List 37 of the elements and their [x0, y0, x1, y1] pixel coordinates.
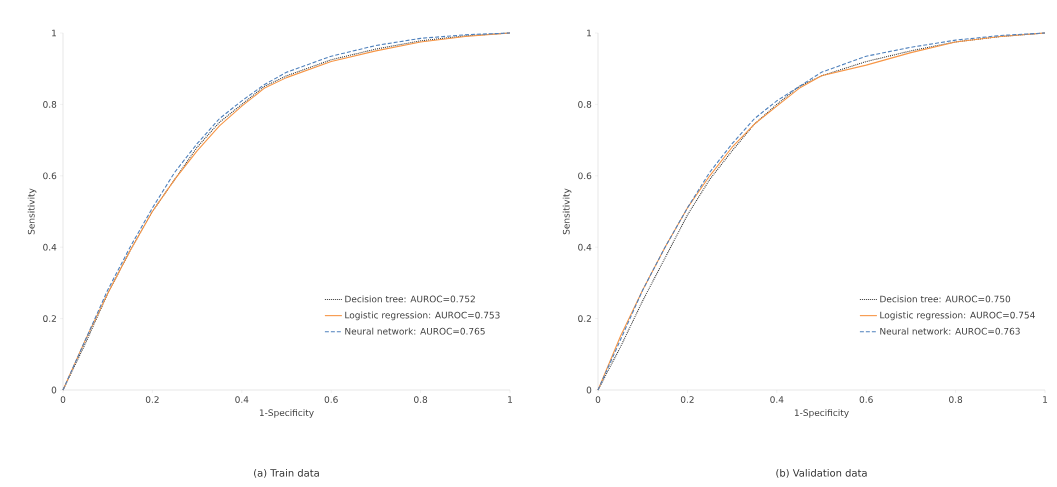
legend-label: Decision tree: AUROC=0.750 [880, 295, 1011, 303]
x-tick-label: 0.8 [414, 396, 428, 403]
text: (a) Train data [254, 468, 319, 478]
text: (b) Validation data [776, 468, 867, 478]
x-tick-label: 0 [60, 396, 66, 403]
x-tick-label: 0.2 [145, 396, 159, 403]
x-tick-label: 0.6 [324, 396, 338, 403]
y-tick-label: 0.2 [578, 315, 591, 322]
y-axis-title: Sensitivity [562, 188, 572, 235]
x-tick-label: 0.4 [770, 396, 784, 403]
legend-label: Neural network: AUROC=0.765 [345, 327, 485, 335]
x-tick-label: 1 [1043, 396, 1048, 403]
legend-label: Decision tree: AUROC=0.752 [345, 295, 475, 303]
legend-label: Neural network: AUROC=0.763 [880, 327, 1020, 335]
x-tick-label: 0.2 [680, 396, 694, 403]
y-axis-title: Sensitivity [27, 188, 37, 235]
y-tick-label: 0.8 [578, 101, 592, 108]
legend-label: Logistic regression: AUROC=0.753 [345, 311, 500, 321]
x-tick-label: 0.4 [235, 396, 249, 403]
x-tick-label: 0 [595, 396, 601, 403]
line-series [62, 32, 511, 391]
y-tick-label: 0.6 [578, 172, 592, 180]
x-tick-label: 0.8 [949, 396, 963, 403]
x-tick-label: 0.6 [859, 396, 873, 403]
x-tick-label: 1 [508, 396, 513, 403]
y-tick-label: 1 [52, 29, 56, 37]
y-tick-label: 1 [587, 29, 591, 37]
y-tick-label: 0.6 [43, 172, 57, 180]
y-tick-label: 0 [586, 386, 592, 394]
y-tick-label: 0.2 [43, 315, 56, 322]
y-tick-label: 0.4 [43, 243, 57, 251]
x-axis-title: 1-Specificity [259, 409, 314, 418]
x-axis-title: 1-Specificity [794, 409, 849, 418]
legend-label: Logistic regression: AUROC=0.754 [880, 311, 1035, 321]
y-tick-label: 0.8 [43, 101, 57, 108]
y-tick-label: 0 [51, 386, 57, 394]
y-tick-label: 0.4 [578, 243, 592, 251]
